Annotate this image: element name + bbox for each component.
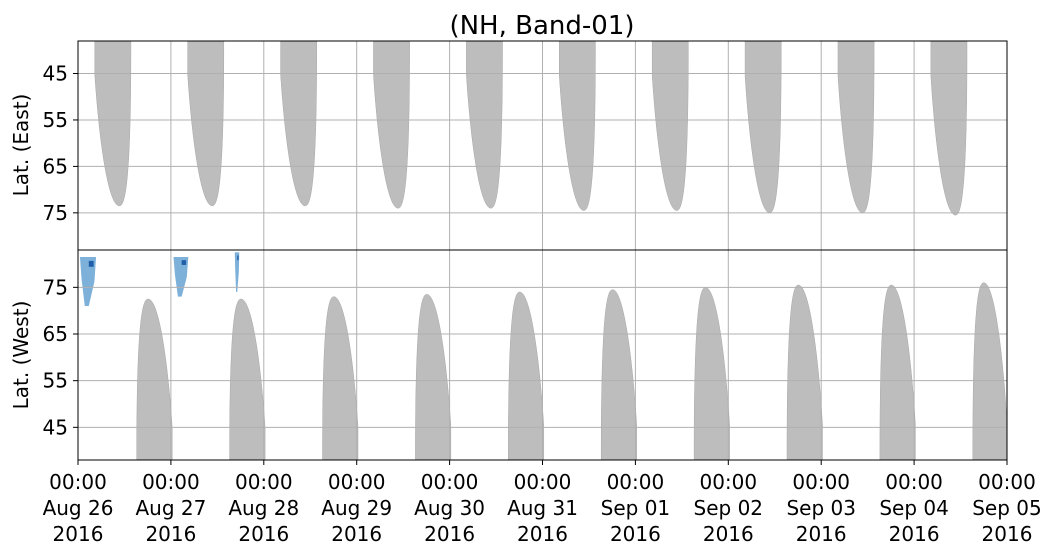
x-tick-label-9-line-2: Sep 03: [786, 496, 856, 520]
grid-east: [77, 41, 1008, 250]
coverage-swath-east-9: [837, 40, 875, 214]
x-tick-label-11-line-2: Sep 05: [972, 496, 1042, 520]
panel-east: 45 55 65 75 Lat. (East): [9, 40, 1008, 251]
x-tick-label-9-line-3: 2016: [796, 522, 847, 546]
coverage-swath-west-1: [136, 298, 173, 461]
coverage-swath-west-6: [600, 289, 637, 461]
x-tick-label-7-line-3: 2016: [610, 522, 661, 546]
x-tick-label-9-line-1: 00:00: [792, 470, 850, 494]
coverage-layer-east: [94, 40, 968, 216]
detection-1: [79, 257, 97, 306]
coverage-swath-east-6: [559, 40, 596, 211]
x-tick-label-1-line-1: 00:00: [49, 470, 107, 494]
chart-title: (NH, Band-01): [449, 11, 634, 41]
y-tick-label-west-75: 75: [43, 275, 68, 299]
x-tick-label-7-line-2: Sep 01: [601, 496, 671, 520]
y-axis-label-west: Lat. (West): [9, 301, 33, 410]
coverage-swath-east-5: [466, 40, 503, 209]
detection-layer-west: [79, 252, 240, 306]
x-tick-label-8-line-1: 00:00: [699, 470, 757, 494]
coverage-swath-east-1: [94, 40, 132, 207]
detection-core-3: [237, 255, 239, 261]
y-ticks-west: 45 55 65 75: [43, 275, 78, 439]
coverage-layer-west: [136, 282, 1008, 461]
coverage-swath-east-4: [373, 40, 410, 209]
coverage-swath-east-3: [280, 40, 317, 207]
y-tick-label-east-55: 55: [43, 108, 68, 132]
detection-2: [173, 257, 189, 297]
x-tick-label-11-line-3: 2016: [982, 522, 1033, 546]
x-tick-label-8-line-2: Sep 02: [694, 496, 764, 520]
x-tick-label-2-line-2: Aug 27: [135, 496, 206, 520]
y-tick-label-west-65: 65: [43, 322, 68, 346]
x-tick-label-1-line-3: 2016: [53, 522, 104, 546]
x-tick-label-11-line-1: 00:00: [978, 470, 1036, 494]
x-tick-label-3-line-1: 00:00: [235, 470, 293, 494]
coverage-swath-east-7: [651, 40, 689, 211]
coverage-swath-west-2: [229, 298, 266, 461]
x-tick-label-5-line-3: 2016: [424, 522, 475, 546]
x-tick-label-7-line-1: 00:00: [607, 470, 665, 494]
coverage-swath-east-8: [744, 40, 782, 214]
y-tick-label-east-65: 65: [43, 154, 68, 178]
coverage-swath-east-2: [187, 40, 225, 207]
coverage-swath-west-5: [508, 291, 545, 461]
detection-core-2: [181, 260, 187, 265]
y-tick-label-west-55: 55: [43, 369, 68, 393]
coverage-swath-west-3: [322, 296, 359, 461]
x-tick-label-4-line-2: Aug 29: [321, 496, 392, 520]
x-tick-label-10-line-3: 2016: [889, 522, 940, 546]
x-tick-label-8-line-3: 2016: [703, 522, 754, 546]
x-tick-label-6-line-2: Aug 31: [507, 496, 578, 520]
coverage-swath-west-9: [879, 284, 916, 461]
x-tick-label-6-line-3: 2016: [517, 522, 568, 546]
x-tick-label-6-line-1: 00:00: [514, 470, 572, 494]
x-tick-label-4-line-1: 00:00: [328, 470, 386, 494]
x-tick-label-3-line-3: 2016: [238, 522, 289, 546]
coverage-swath-west-10: [972, 282, 1008, 461]
coverage-swath-east-10: [930, 40, 968, 216]
y-ticks-east: 45 55 65 75: [43, 62, 78, 225]
x-tick-label-3-line-2: Aug 28: [228, 496, 299, 520]
panel-west: 45 55 65 75 Lat. (West): [9, 249, 1008, 461]
x-tick-label-2-line-1: 00:00: [142, 470, 200, 494]
coverage-swath-west-4: [415, 294, 452, 461]
x-tick-label-5-line-2: Aug 30: [414, 496, 485, 520]
y-tick-label-east-45: 45: [43, 62, 68, 86]
x-tick-label-10-line-1: 00:00: [885, 470, 943, 494]
x-tick-label-2-line-3: 2016: [145, 522, 196, 546]
x-tick-label-5-line-1: 00:00: [421, 470, 479, 494]
x-tick-label-10-line-2: Sep 04: [879, 496, 949, 520]
y-axis-label-east: Lat. (East): [9, 94, 33, 197]
x-tick-label-4-line-3: 2016: [331, 522, 382, 546]
detection-core-1: [88, 260, 94, 267]
detection-3: [234, 252, 240, 292]
x-tick-label-1-line-2: Aug 26: [43, 496, 114, 520]
y-tick-label-west-45: 45: [43, 415, 68, 439]
coverage-swath-west-8: [786, 284, 823, 461]
coverage-swath-west-7: [693, 287, 730, 461]
grid-west: [77, 250, 1008, 460]
y-tick-label-east-75: 75: [43, 201, 68, 225]
